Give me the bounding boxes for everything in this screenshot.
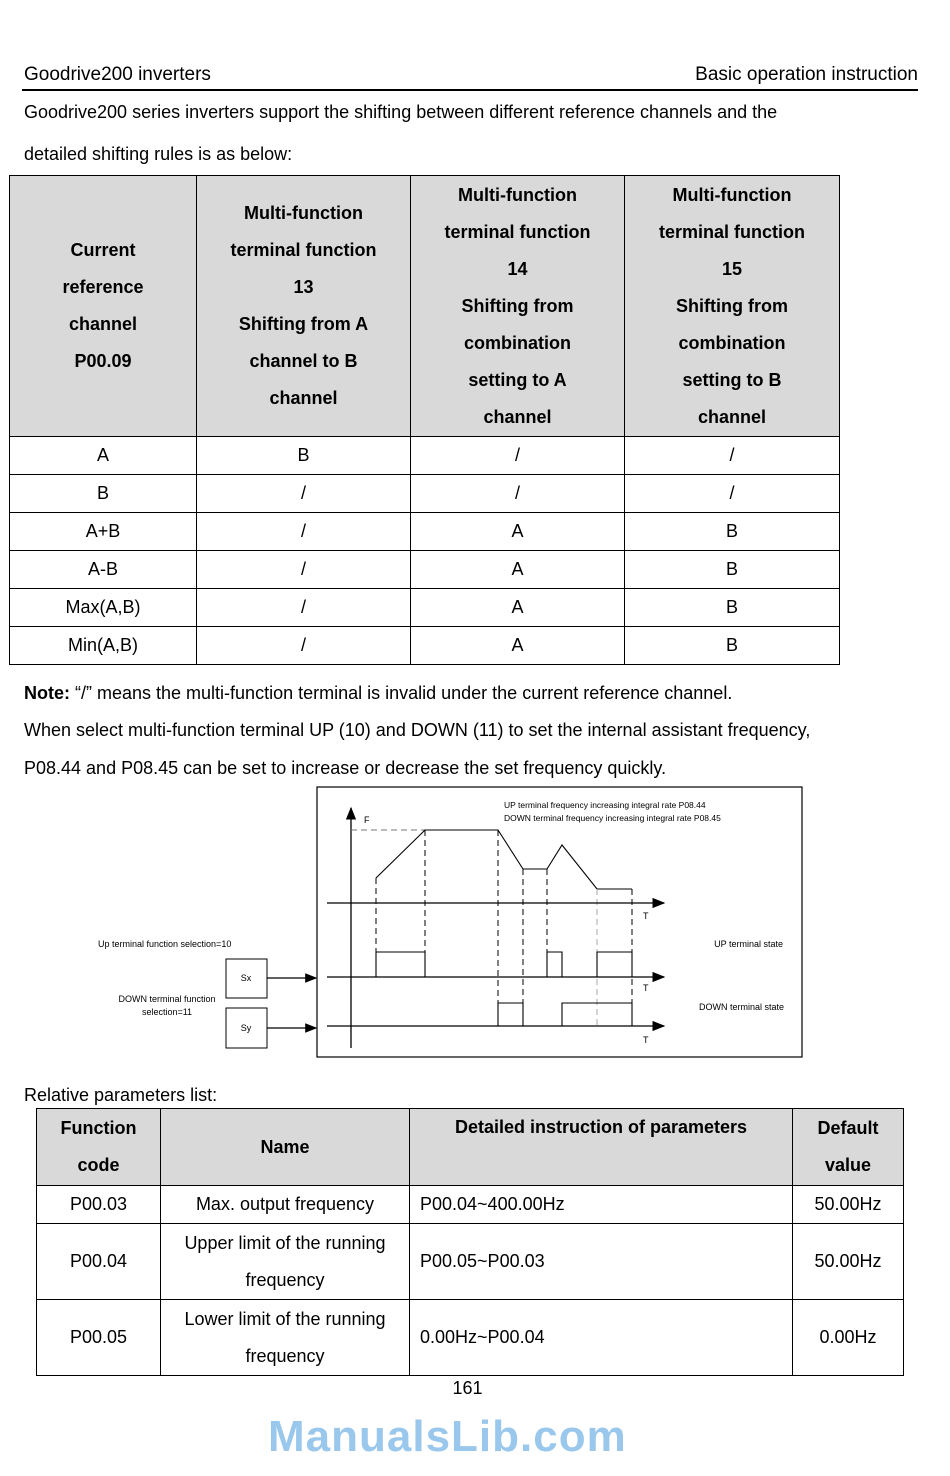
t-label: T [643,911,649,921]
cell: A [410,626,625,665]
table-row: P00.04 Upper limit of the running frequen… [36,1223,904,1300]
header-detail: Detailed instruction of parameters [409,1108,793,1186]
up-state-label: UP terminal state [714,939,783,949]
updown-line-2: P08.44 and P08.45 can be set to increase… [24,758,667,778]
cell: / [196,512,411,551]
intro-line-2: detailed shifting rules is as below: [24,144,293,164]
cell: B [624,512,840,551]
cell: P00.03 [36,1185,161,1224]
shift-rules-table: Current reference channel P00.09 Multi-func… [9,175,840,665]
header-right: Basic operation instruction [695,64,918,85]
cell: Upper limit of the running frequency [160,1223,410,1300]
cell: 50.00Hz [792,1223,904,1300]
note-label: Note: [24,683,70,703]
diagram-frame [316,786,803,1058]
params-title: Relative parameters list: [24,1085,218,1105]
table-header-row: Function code Name Detailed instruction o… [36,1108,904,1186]
cell: B [9,474,197,513]
table-row: P00.03 Max. output frequency P00.04~400.… [36,1185,904,1224]
table-header-row: Current reference channel P00.09 Multi-func… [9,175,840,437]
updown-line-1: When select multi-function terminal UP (… [24,720,811,740]
t-label: T [643,983,649,993]
sx-label: Sx [241,973,252,983]
table-row: P00.05 Lower limit of the running frequen… [36,1299,904,1376]
sy-terminal-box [225,1007,268,1049]
cell: B [196,436,411,475]
header-name: Name [160,1108,410,1186]
note: Note: “/” means the multi-function termi… [24,683,732,704]
cell: 0.00Hz~P00.04 [409,1299,793,1376]
cell: A [410,550,625,589]
table-row: A+B / A B [9,512,840,551]
header-function-13: Multi-function terminal function 13 Shiftin… [196,175,411,437]
cell: Min(A,B) [9,626,197,665]
page-number: 161 [452,1378,483,1398]
cell: B [624,550,840,589]
cell: / [196,626,411,665]
cell: Max(A,B) [9,588,197,627]
cell: 50.00Hz [792,1185,904,1224]
up-selection-label: Up terminal function selection=10 [98,939,231,949]
cell: / [410,436,625,475]
header-function-15: Multi-function terminal function 15 Shiftin… [624,175,840,437]
cell: P00.04~400.00Hz [409,1185,793,1224]
sy-label: Sy [241,1023,252,1033]
sx-terminal-box [225,958,268,999]
cell: Max. output frequency [160,1185,410,1224]
header-default: Default value [792,1108,904,1186]
f-label: F [364,815,370,825]
header-current-channel: Current reference channel P00.09 [9,175,197,437]
intro-line-1: Goodrive200 series inverters support the… [24,102,778,122]
table-row: A-B / A B [9,550,840,589]
time-markers [375,830,633,1026]
table-row: A B / / [9,436,840,475]
cell: A+B [9,512,197,551]
cell: / [410,474,625,513]
cell: P00.05 [36,1299,161,1376]
parameters-table: Function code Name Detailed instruction o… [36,1108,904,1376]
header-function-14: Multi-function terminal function 14 Shiftin… [410,175,625,437]
cell: / [624,474,840,513]
header-rule [22,89,918,91]
header-function-code: Function code [36,1108,161,1186]
down-selection-label: selection=11 [142,1007,192,1017]
up-pulses [375,951,633,977]
header-left: Goodrive200 inverters [24,64,211,85]
frequency-curve [375,829,632,890]
note-text: “/” means the multi-function terminal is… [70,683,733,703]
down-state-label: DOWN terminal state [699,1002,784,1012]
down-selection-label: DOWN terminal function [118,994,215,1004]
cell: / [624,436,840,475]
table-row: B / / / [9,474,840,513]
cell: P00.05~P00.03 [409,1223,793,1300]
cell: P00.04 [36,1223,161,1300]
rate-down-label: DOWN terminal frequency increasing integ… [504,813,721,823]
t-label: T [643,1035,649,1045]
rate-up-label: UP terminal frequency increasing integra… [504,800,706,810]
table-row: Max(A,B) / A B [9,588,840,627]
cell: Lower limit of the running frequency [160,1299,410,1376]
cell: B [624,626,840,665]
cell: 0.00Hz [792,1299,904,1376]
watermark-logo: ManualsLib.com [268,1412,627,1461]
down-pulses [497,1002,633,1026]
table-row: Min(A,B) / A B [9,626,840,665]
